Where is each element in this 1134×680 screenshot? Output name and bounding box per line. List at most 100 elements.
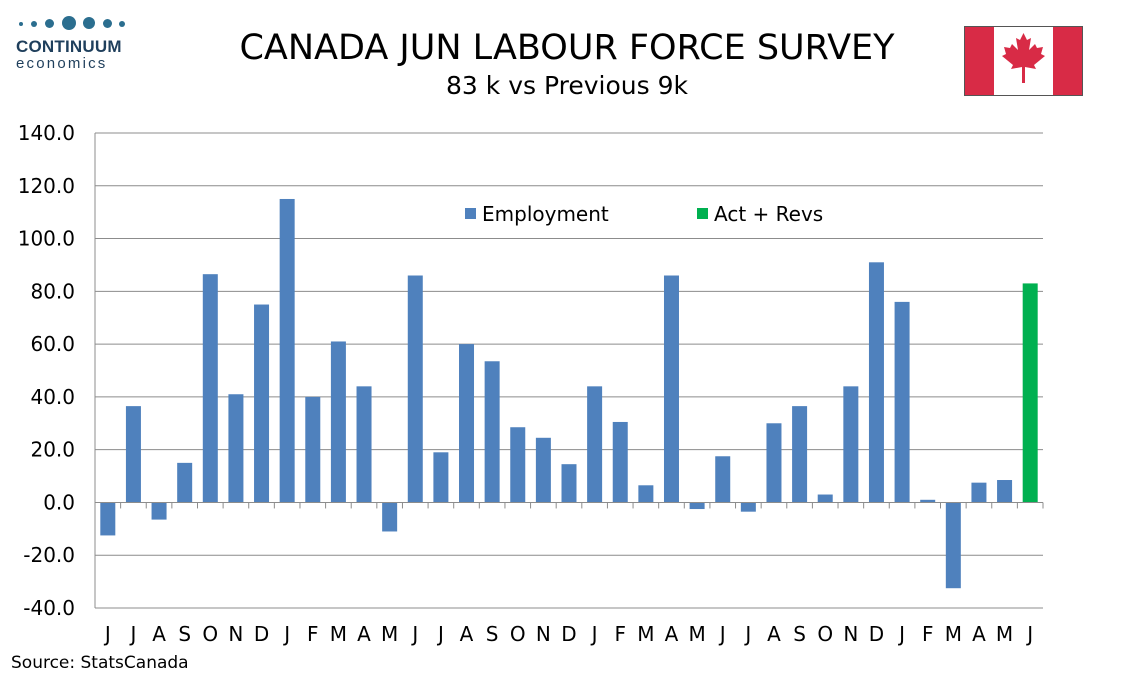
bar-employment: [945, 502, 961, 589]
bar-employment: [843, 386, 859, 503]
bar-employment: [894, 301, 910, 503]
x-tick-label: J: [103, 622, 111, 646]
bar-employment: [433, 452, 449, 503]
bar-employment: [766, 423, 782, 503]
legend: Employment Act + Revs: [465, 202, 823, 226]
y-tick-label: 80.0: [30, 279, 75, 303]
bar-employment: [510, 427, 526, 503]
bars: [100, 198, 1038, 589]
legend-swatch-employment: [465, 208, 476, 219]
logo-wordmark: CONTINUUM: [16, 37, 122, 56]
x-tick-label: M: [330, 622, 347, 646]
x-tick-label: J: [897, 622, 905, 646]
bar-employment: [407, 275, 423, 503]
legend-label-employment: Employment: [482, 202, 609, 226]
x-tick-label: F: [307, 622, 319, 646]
x-tick-label: J: [718, 622, 726, 646]
y-tick-label: 60.0: [30, 332, 75, 356]
legend-label-act-revs: Act + Revs: [714, 202, 823, 226]
bar-employment: [177, 462, 193, 503]
logo-subtitle: economics: [16, 55, 108, 72]
y-tick-label: 100.0: [18, 227, 75, 251]
bar-employment: [151, 502, 167, 520]
axes: [94, 133, 1044, 608]
x-tick-label: D: [869, 622, 884, 646]
x-tick-label: N: [843, 622, 858, 646]
bar-employment: [868, 262, 884, 503]
y-tick-label: 20.0: [30, 438, 75, 462]
bar-employment: [535, 437, 551, 503]
x-tick-label: F: [614, 622, 626, 646]
source-note: Source: StatsCanada: [11, 653, 189, 673]
bar-employment: [356, 386, 372, 503]
bar-employment: [202, 274, 218, 503]
y-tick-label: -40.0: [23, 596, 75, 620]
x-tick-label: D: [561, 622, 576, 646]
x-tick-label: M: [996, 622, 1013, 646]
x-tick-label: M: [945, 622, 962, 646]
bar-employment: [689, 502, 705, 510]
bar-employment: [254, 304, 270, 503]
bar-employment: [125, 406, 141, 503]
y-axis-tick-labels: 140.0 120.0 100.0 80.0 60.0 40.0 20.0 0.0 -20.0 -…: [18, 121, 75, 620]
x-tick-label: J: [1025, 622, 1033, 646]
bar-employment: [638, 485, 654, 503]
x-tick-label: O: [510, 622, 526, 646]
bar-employment: [561, 464, 577, 503]
bar-employment: [971, 482, 987, 503]
canada-flag-icon: [964, 26, 1083, 96]
logo-dots-icon: [16, 14, 136, 34]
x-tick-label: S: [486, 622, 499, 646]
x-tick-label: A: [767, 622, 781, 646]
x-tick-label: A: [357, 622, 371, 646]
x-tick-label: J: [410, 622, 418, 646]
x-tick-label: F: [922, 622, 934, 646]
bar-employment: [715, 456, 731, 503]
x-tick-label: N: [228, 622, 243, 646]
x-tick-label: S: [178, 622, 191, 646]
bar-employment: [817, 494, 833, 503]
x-tick-label: A: [665, 622, 679, 646]
x-tick-label: A: [972, 622, 986, 646]
x-tick-label: J: [743, 622, 751, 646]
y-tick-label: 0.0: [43, 490, 75, 514]
bar-employment: [459, 344, 475, 503]
bar-employment: [587, 386, 603, 503]
x-tick-label: O: [817, 622, 833, 646]
y-tick-label: -20.0: [23, 543, 75, 567]
y-tick-label: 140.0: [18, 121, 75, 145]
bar-employment: [100, 502, 116, 536]
x-tick-label: J: [590, 622, 598, 646]
legend-swatch-act-revs: [697, 208, 708, 219]
chart-title: CANADA JUN LABOUR FORCE SURVEY: [239, 28, 895, 68]
bar-employment: [792, 406, 808, 503]
bar-employment: [740, 502, 756, 512]
x-tick-label: J: [128, 622, 136, 646]
bar-employment: [279, 198, 295, 503]
x-tick-label: D: [254, 622, 269, 646]
bar-employment: [305, 396, 321, 503]
bar-employment: [228, 394, 244, 503]
bar-act-revs: [1022, 283, 1038, 503]
y-tick-label: 40.0: [30, 385, 75, 409]
bar-employment: [484, 361, 500, 503]
x-tick-label: S: [793, 622, 806, 646]
bar-employment: [663, 275, 679, 503]
x-tick-label: J: [282, 622, 290, 646]
bar-employment: [330, 341, 346, 503]
continuum-economics-logo: CONTINUUM economics: [16, 14, 136, 72]
bar-employment: [920, 499, 936, 503]
bar-employment: [612, 421, 628, 503]
x-tick-label: M: [637, 622, 654, 646]
chart-subtitle: 83 k vs Previous 9k: [446, 71, 688, 100]
x-tick-label: M: [688, 622, 705, 646]
bar-employment: [382, 502, 398, 532]
x-tick-label: N: [536, 622, 551, 646]
x-tick-label: M: [381, 622, 398, 646]
x-tick-label: A: [152, 622, 166, 646]
maple-leaf-icon: [1002, 33, 1045, 83]
y-tick-label: 120.0: [18, 174, 75, 198]
x-tick-label: J: [436, 622, 444, 646]
